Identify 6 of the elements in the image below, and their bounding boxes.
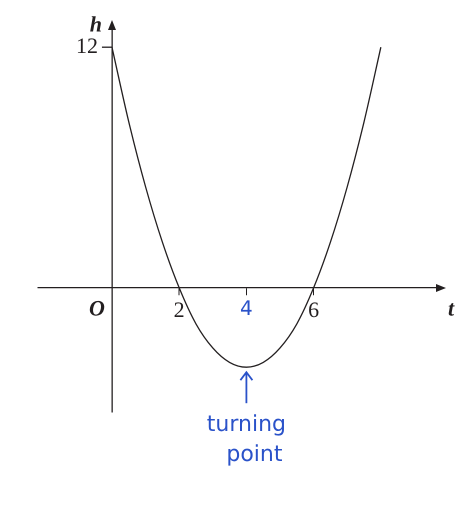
x-axis-title: t — [448, 295, 455, 320]
x-tick-label: 2 — [174, 296, 185, 322]
x-tick-label: 6 — [308, 296, 320, 322]
annotation: turning point — [206, 412, 286, 467]
annotation: O — [89, 295, 106, 320]
x-tick-label: 4 — [240, 296, 253, 320]
